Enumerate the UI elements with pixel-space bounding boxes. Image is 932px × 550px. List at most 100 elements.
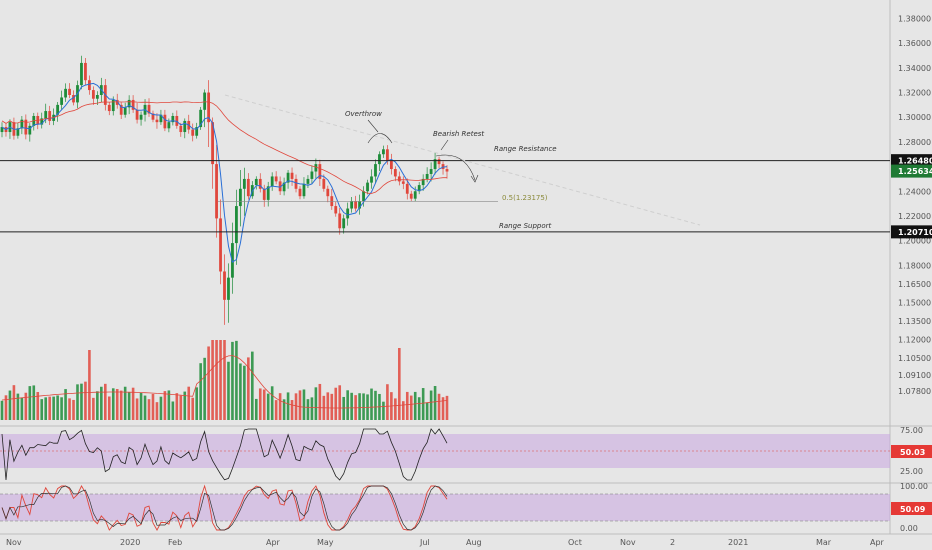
volume-bar [199, 363, 202, 420]
candle-body [111, 99, 115, 112]
candle-body [24, 119, 28, 135]
annotation-overthrow[interactable]: Overthrow [345, 110, 382, 118]
stoch-band [0, 494, 890, 521]
rsi-axis: 75.00 25.00 [900, 426, 923, 476]
candle-body [207, 92, 211, 123]
time-tick-label: 2021 [728, 538, 748, 547]
volume-bar [445, 395, 449, 420]
time-tick-label: Nov [6, 538, 22, 547]
candle-body [155, 119, 159, 123]
volume-bar [247, 357, 250, 420]
retest-arrow [440, 139, 449, 151]
candle-body [48, 111, 52, 121]
volume-bar [187, 386, 191, 420]
volume-bar [183, 391, 187, 420]
stoch-tick-label: 0.00 [900, 524, 918, 533]
volume-bar [80, 383, 83, 420]
candle-body [306, 178, 310, 184]
volume-bar [151, 393, 155, 420]
candle-body [270, 176, 274, 187]
candle-body [258, 178, 262, 189]
volume-bar [433, 386, 437, 420]
price-tick-label: 1.09100 [898, 371, 931, 380]
candle-body [362, 191, 365, 202]
volume-bar [40, 399, 44, 420]
volume-bar [76, 384, 79, 420]
time-tick-label: 2 [670, 538, 675, 547]
volume-bar [24, 392, 28, 420]
candle-body [441, 164, 445, 170]
volume-bar [16, 393, 20, 420]
volume-bar [215, 340, 218, 420]
candle-body [346, 208, 350, 219]
price-tick-label: 1.10500 [898, 354, 931, 363]
volume-bar [282, 399, 286, 420]
volume-bar [239, 363, 242, 420]
candle-body [119, 104, 123, 115]
price-axis[interactable]: 1.38000 1.36000 1.34000 1.32000 1.30000 1.280… [898, 15, 931, 397]
price-tick-label: 1.16500 [898, 280, 931, 289]
volume-bar [115, 389, 119, 420]
annotation-bearish-retest[interactable]: Bearish Retest [433, 130, 484, 138]
candle-body [266, 186, 270, 200]
candle-body [171, 115, 175, 123]
volume-bar [274, 400, 278, 420]
volume-bar [409, 395, 413, 420]
volume-bar [278, 393, 282, 420]
stoch-d-line [1, 485, 448, 531]
candle-body [413, 191, 417, 199]
volume-bar [104, 383, 107, 420]
candle-body [0, 127, 4, 133]
candle-body [370, 176, 373, 183]
last-price-badge-text: 1.25634 [898, 167, 932, 176]
volume-bar [96, 391, 99, 420]
volume-bar [286, 392, 290, 420]
candle-body [203, 92, 207, 110]
volume-ma-line [1, 355, 448, 409]
candle-body [278, 181, 282, 192]
volume-bar [20, 397, 24, 420]
candle-body [215, 164, 218, 219]
candle-body [238, 188, 242, 207]
volume-bar [211, 340, 214, 420]
trend-projection-line[interactable] [224, 94, 701, 226]
price-tick-label: 1.30000 [898, 113, 931, 122]
candle-body [72, 95, 75, 103]
volume-bar [298, 390, 302, 420]
volume-bars [0, 340, 449, 420]
volume-bar [111, 388, 115, 420]
volume-bar [203, 357, 206, 420]
volume-bar [235, 340, 238, 420]
candle-body [254, 178, 258, 186]
volume-bar [306, 399, 310, 420]
candle-body [334, 206, 338, 214]
volume-bar [302, 389, 306, 420]
candle-body [246, 178, 250, 197]
time-axis[interactable]: Nov 2020 Feb Apr May Jul Aug Oct Nov 2 2021 Mar Apr [6, 538, 885, 547]
candle-body [393, 169, 397, 177]
rsi-line [1, 428, 448, 481]
candle-body [88, 80, 91, 91]
volume-bar [425, 402, 429, 420]
overthrow-arc [367, 133, 393, 144]
candle-body [338, 213, 342, 229]
rsi-value-badge [891, 445, 932, 458]
resistance-price-badge-text: 1.26480 [898, 157, 932, 166]
time-tick-label: Apr [266, 538, 281, 547]
candle-body [342, 218, 346, 229]
volume-bar [394, 398, 397, 420]
volume-bar [314, 387, 318, 420]
price-pane[interactable] [0, 0, 890, 425]
volume-bar [4, 395, 8, 420]
price-tick-label: 1.34000 [898, 64, 931, 73]
price-tick-label: 1.32000 [898, 89, 931, 98]
volume-bar [207, 346, 210, 420]
volume-bar [52, 396, 55, 420]
volume-bar [231, 341, 234, 420]
stoch-tick-label: 100.00 [900, 482, 928, 491]
candle-body [191, 129, 195, 136]
volume-bar [167, 390, 171, 420]
label-range-resistance: Range Resistance [494, 145, 557, 153]
